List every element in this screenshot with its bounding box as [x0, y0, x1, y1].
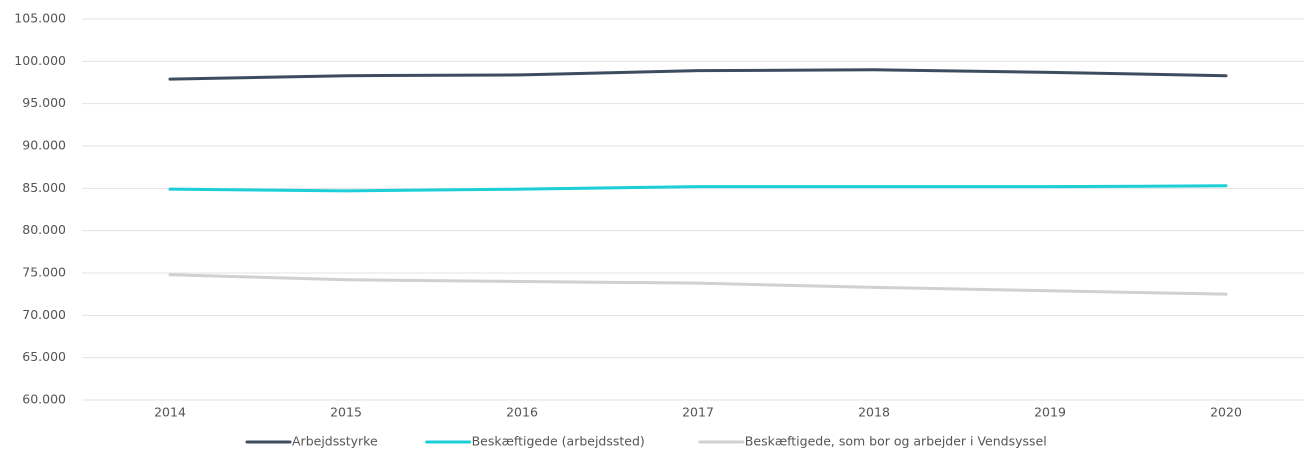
legend-label: Arbejdsstyrke [292, 434, 378, 449]
x-tick-label: 2015 [330, 405, 362, 420]
x-tick-label: 2016 [506, 405, 538, 420]
x-tick-label: 2019 [1034, 405, 1066, 420]
y-tick-label: 95.000 [22, 95, 66, 110]
y-tick-label: 70.000 [22, 307, 66, 322]
y-tick-label: 80.000 [22, 222, 66, 237]
y-tick-label: 100.000 [14, 53, 66, 68]
y-tick-label: 75.000 [22, 265, 66, 280]
y-tick-label: 85.000 [22, 180, 66, 195]
legend-label: Beskæftigede, som bor og arbejder i Vend… [745, 434, 1047, 449]
y-tick-label: 60.000 [22, 392, 66, 407]
y-tick-label: 105.000 [14, 11, 66, 26]
y-tick-label: 65.000 [22, 349, 66, 364]
series-line [168, 68, 1228, 81]
series-line [168, 273, 1228, 296]
x-tick-label: 2018 [858, 405, 890, 420]
x-tick-label: 2014 [154, 405, 186, 420]
legend-label: Beskæftigede (arbejdssted) [472, 434, 645, 449]
series-line [168, 184, 1228, 193]
x-tick-label: 2020 [1210, 405, 1242, 420]
y-tick-label: 90.000 [22, 138, 66, 153]
x-tick-label: 2017 [682, 405, 714, 420]
